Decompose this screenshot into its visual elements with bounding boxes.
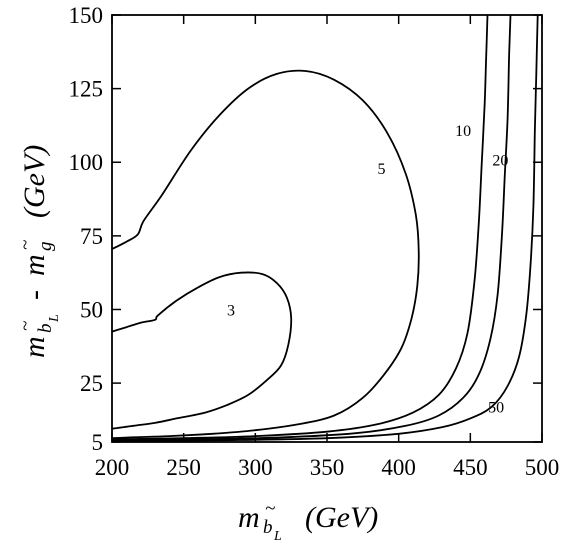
y-axis-accent-1: ~: [15, 321, 36, 331]
x-tick-label: 200: [95, 455, 130, 480]
plot-frame: [111, 14, 543, 443]
x-tick-label: 350: [310, 455, 345, 480]
contour-line-3: [111, 271, 293, 430]
x-axis-title: m ~ b L (GeV): [238, 498, 378, 544]
x-axis-symbol: m: [238, 501, 260, 534]
y-axis-symbol-2: m: [18, 254, 51, 276]
y-tick-label: 5: [92, 430, 104, 455]
y-axis-sub-1: b: [35, 324, 56, 334]
contour-line-5: [111, 69, 420, 440]
y-axis-accent-2: ~: [15, 240, 36, 250]
x-axis-sub: b: [263, 517, 273, 538]
svg-text:m: m: [238, 501, 260, 534]
contour-line-50: [111, 14, 539, 442]
contour-label-20: 20: [492, 152, 508, 169]
x-tick-label: 300: [238, 455, 273, 480]
contour-line-10: [111, 14, 489, 441]
x-axis-accent: ~: [265, 498, 275, 519]
y-tick-label: 150: [69, 3, 104, 28]
y-axis-unit: (GeV): [18, 145, 51, 218]
y-axis-sub-2: g: [35, 242, 56, 252]
x-axis-subsub: L: [273, 529, 282, 544]
y-tick-label: 25: [80, 371, 103, 396]
x-axis-unit: (GeV): [305, 501, 378, 534]
x-tick-label: 500: [525, 455, 560, 480]
x-tick-label: 250: [166, 455, 201, 480]
contour-lines: 3 5 10 20 50: [111, 14, 539, 442]
contour-label-3: 3: [227, 302, 235, 319]
contour-line-20: [111, 14, 512, 442]
y-axis-symbol-1: m: [18, 336, 51, 358]
x-tick-label: 400: [381, 455, 416, 480]
contour-label-10: 10: [455, 123, 471, 140]
contour-label-50: 50: [488, 400, 504, 417]
y-tick-label: 100: [69, 150, 104, 175]
y-axis-subsub-1: L: [47, 314, 62, 323]
contour-label-5: 5: [377, 161, 385, 178]
y-axis-operator: -: [18, 290, 51, 300]
x-tick-label: 450: [453, 455, 488, 480]
y-axis-title: m ~ b L - m ~ g (GeV): [15, 145, 62, 358]
y-tick-label: 75: [80, 224, 103, 249]
y-tick-label: 50: [80, 297, 103, 322]
y-tick-label: 125: [69, 77, 104, 102]
